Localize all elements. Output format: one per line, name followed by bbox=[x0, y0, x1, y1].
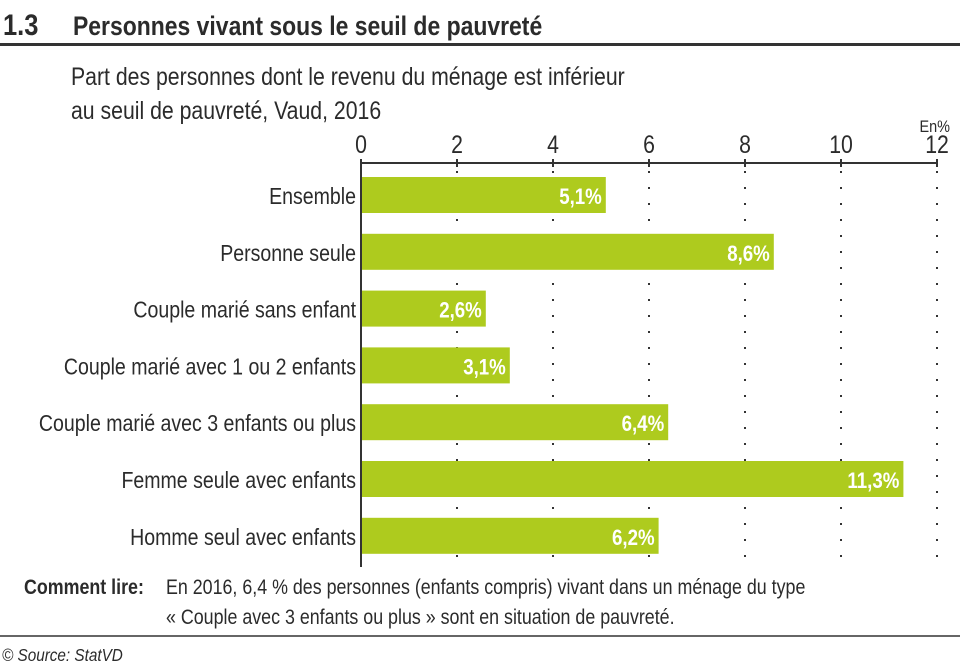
bar bbox=[361, 347, 510, 384]
data-label: 6,2% bbox=[612, 526, 655, 550]
bar bbox=[361, 290, 486, 327]
data-label: 8,6% bbox=[727, 242, 770, 266]
bar bbox=[361, 233, 774, 270]
x-tick-label: 12 bbox=[925, 130, 949, 158]
category-label: Ensemble bbox=[269, 184, 356, 210]
x-tick-label: 8 bbox=[739, 130, 751, 158]
unit-label: En% bbox=[919, 118, 950, 136]
note-line1: En 2016, 6,4 % des personnes (enfants co… bbox=[166, 576, 805, 600]
page-title: Personnes vivant sous le seuil de pauvre… bbox=[73, 11, 542, 41]
category-label: Personne seule bbox=[220, 240, 356, 266]
title-rule bbox=[0, 43, 960, 46]
bar bbox=[361, 177, 606, 213]
x-tick-label: 2 bbox=[451, 130, 463, 158]
data-label: 11,3% bbox=[847, 470, 899, 494]
category-label: Couple marié avec 1 ou 2 enfants bbox=[64, 354, 356, 380]
category-label: Femme seule avec enfants bbox=[121, 468, 356, 494]
bar bbox=[361, 461, 904, 497]
bar bbox=[361, 404, 669, 441]
x-tick-label: 6 bbox=[643, 130, 655, 158]
data-label: 6,4% bbox=[622, 413, 665, 437]
note-line2: « Couple avec 3 enfants ou plus » sont e… bbox=[166, 606, 675, 630]
bar bbox=[361, 517, 659, 554]
chart-subtitle-line1: Part des personnes dont le revenu du mén… bbox=[71, 62, 625, 90]
note-label: Comment lire: bbox=[24, 576, 144, 600]
category-label: Homme seul avec enfants bbox=[130, 524, 356, 550]
category-label: Couple marié sans enfant bbox=[133, 297, 356, 323]
figure-number: 1.3 bbox=[3, 8, 38, 41]
data-label: 5,1% bbox=[559, 186, 602, 210]
data-label: 3,1% bbox=[463, 356, 506, 380]
x-tick-label: 10 bbox=[829, 130, 853, 158]
x-tick-label: 0 bbox=[355, 130, 367, 158]
chart-subtitle-line2: au seuil de pauvreté, Vaud, 2016 bbox=[71, 96, 381, 124]
data-label: 2,6% bbox=[439, 299, 482, 323]
plot-area: 0 2 4 6 8 10 12 Ensemble 5,1% Personne seule 8,6% C… bbox=[39, 130, 949, 567]
category-label: Couple marié avec 3 enfants ou plus bbox=[39, 411, 356, 437]
source-note: © Source: StatVD bbox=[2, 645, 123, 665]
footer-rule bbox=[0, 635, 960, 637]
x-tick-label: 4 bbox=[547, 130, 559, 158]
